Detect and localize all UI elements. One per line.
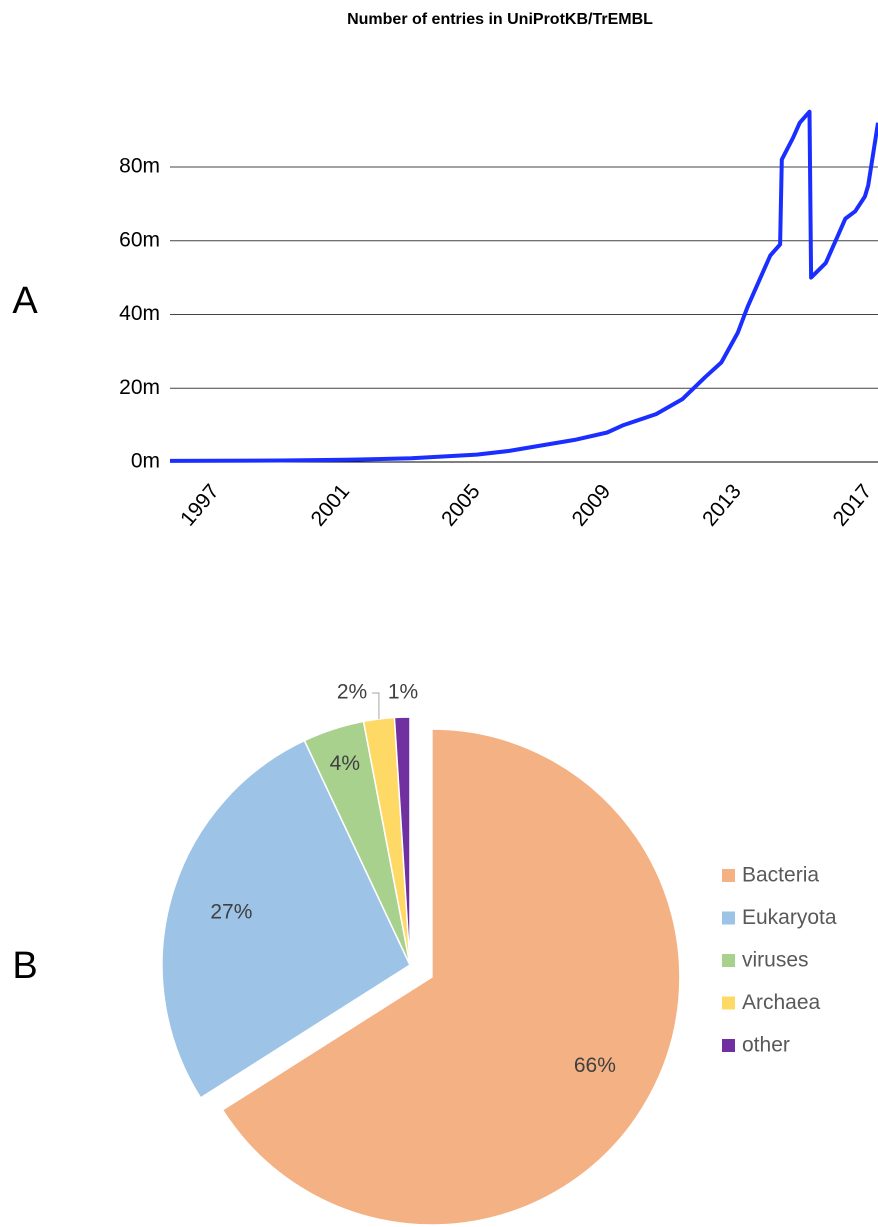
x-tick-label: 2017: [829, 480, 877, 531]
x-tick-label: 1997: [176, 480, 224, 531]
legend-swatch: [722, 996, 735, 1010]
leader-line: [372, 692, 380, 719]
pie-slice: [161, 739, 411, 1099]
y-tick-label: 0m: [131, 450, 160, 473]
data-label: 27%: [210, 901, 252, 924]
legend-label: Bacteria: [742, 864, 819, 887]
panel-label: B: [12, 945, 37, 987]
legend-swatch: [722, 954, 735, 967]
pie-slice: [221, 728, 681, 1226]
data-label: 2%: [337, 681, 367, 704]
x-tick-label: 2005: [437, 480, 485, 531]
data-label: 4%: [330, 752, 360, 775]
chart-title: Number of entries in UniProtKB/TrEMBL: [347, 11, 653, 28]
data-label: 1%: [388, 681, 418, 704]
legend-swatch: [722, 869, 735, 882]
x-tick-label: 2001: [307, 480, 355, 531]
legend-label: Eukaryota: [742, 906, 837, 929]
data-line: [169, 109, 878, 463]
y-tick-label: 40m: [119, 302, 160, 325]
y-tick-label: 20m: [119, 376, 160, 399]
x-tick-label: 2013: [698, 480, 746, 531]
legend-swatch: [722, 911, 735, 925]
legend-swatch: [722, 1039, 735, 1052]
legend-label: other: [742, 1034, 790, 1057]
x-tick-label: 2009: [568, 480, 616, 531]
legend-label: viruses: [742, 949, 809, 972]
y-tick-label: 60m: [119, 228, 160, 251]
data-label: 66%: [574, 1054, 616, 1077]
y-tick-label: 80m: [119, 155, 160, 178]
panel-label: A: [12, 280, 38, 322]
legend-label: Archaea: [742, 991, 821, 1014]
pie-slice: [393, 716, 411, 966]
